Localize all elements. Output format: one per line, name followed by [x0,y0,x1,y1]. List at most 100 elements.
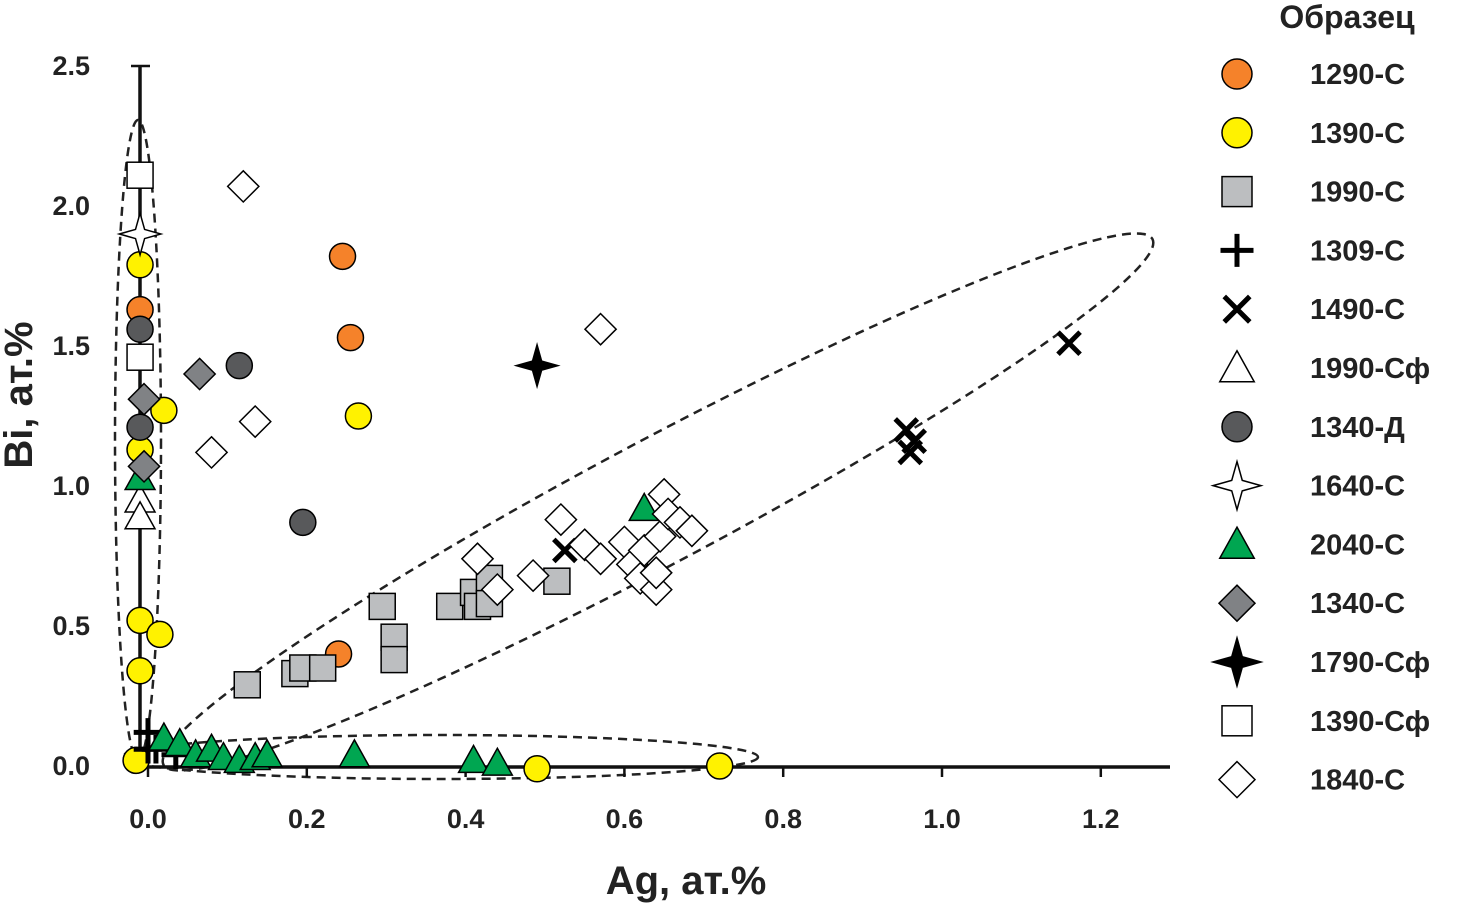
data-point [250,738,284,768]
legend-item: 1309-С [1220,233,1405,267]
y-tick-label: 1.0 [52,471,90,501]
legend-marker [1218,525,1256,559]
series-2040-С [123,461,661,776]
data-point [583,542,618,576]
legend-marker [1218,349,1256,383]
data-point [127,382,161,416]
data-point [123,500,157,530]
data-point [328,242,357,271]
data-point [336,323,365,352]
series-1790-Сф [513,342,561,390]
x-tick-label: 1.0 [923,804,961,834]
y-tick-label: 0.5 [52,611,90,641]
data-point [675,514,709,548]
legend-label: 1640-С [1310,471,1405,503]
legend-marker [1210,458,1264,513]
data-point [544,502,578,537]
data-point [182,357,217,391]
data-point [163,727,196,757]
data-point [116,210,164,258]
x-axis-title: Ag, ат.% [606,859,767,903]
data-point [126,315,154,343]
data-point [225,351,254,380]
legend-item: 1840-С [1217,760,1405,799]
legend-item: 1340-С [1217,584,1405,623]
legend-title: Образец [1279,0,1415,35]
data-point [126,161,154,189]
data-point [344,402,373,430]
legend-label: 1490-С [1310,294,1405,326]
legend-label: 1340-С [1310,588,1405,620]
data-point [901,428,928,455]
legend: 1290-С 1390-С 1990-С 1309-С 1490-С 1990-Сф 134… [1210,58,1430,799]
legend-marker [1221,411,1253,443]
data-point [457,743,490,774]
legend-item: 1790-Сф [1210,635,1430,689]
legend-label: 1340-Д [1310,412,1405,444]
legend-item: 1390-С [1221,117,1405,150]
series-1390-Сф [126,161,154,371]
data-point [639,572,673,607]
series-1990-Сф [123,483,157,530]
x-tick-label: 0.4 [447,804,485,834]
legend-item: 1990-С [1221,175,1405,209]
data-point [233,671,261,699]
data-point [194,435,229,470]
legend-item: 1490-С [1222,294,1405,326]
data-point [289,508,317,537]
legend-item: 1340-Д [1221,411,1405,444]
data-point [1056,330,1082,357]
series-1390-С [122,251,734,783]
data-point [150,396,178,425]
diagonal-ellipse-region [161,232,1155,772]
data-point [126,343,154,371]
legend-item: 1640-С [1210,458,1405,513]
data-point [126,657,154,685]
legend-label: 1990-Сф [1310,353,1430,385]
data-point [639,556,673,590]
legend-marker [1220,233,1254,267]
legend-marker [1217,584,1257,623]
ellipse-regions [113,118,1155,781]
legend-label: 1309-С [1310,235,1405,267]
data-point [338,738,371,768]
x-tick-label: 0.6 [606,804,644,834]
legend-item: 1390-Сф [1221,705,1430,738]
x-tick-label: 1.2 [1082,804,1120,834]
data-point [460,542,495,576]
data-point [127,449,161,484]
series-1340-С [127,357,217,484]
data-point [238,404,272,439]
legend-marker [1221,705,1253,737]
data-point [380,645,408,674]
series-1490-С [552,330,1082,564]
series-1640-С [116,210,164,258]
data-point [523,755,551,783]
legend-item: 1990-Сф [1218,349,1430,385]
x-tick-label: 0.8 [764,804,802,834]
data-point [146,620,174,649]
series-1840-С [194,169,709,607]
y-tick-label: 1.5 [52,331,90,361]
legend-label: 1840-С [1310,765,1405,797]
data-point [368,592,396,621]
legend-marker [1217,760,1257,799]
data-point [308,654,337,682]
series-1340-Д [126,315,317,537]
legend-label: 1290-С [1310,59,1405,91]
data-point [543,567,571,595]
legend-marker [1222,294,1252,324]
legend-marker [1210,635,1264,689]
data-point [480,572,515,607]
legend-marker [1221,175,1253,208]
y-tick-label: 0.0 [52,751,90,781]
x-tick-label: 0.2 [288,804,326,834]
data-point [628,491,661,522]
data-points [116,161,1082,783]
legend-label: 1390-С [1310,118,1405,150]
legend-marker [1221,117,1253,149]
y-tick-label: 2.5 [52,51,90,81]
legend-label: 1990-С [1310,177,1405,209]
horizontal-ellipse-region [120,733,760,781]
